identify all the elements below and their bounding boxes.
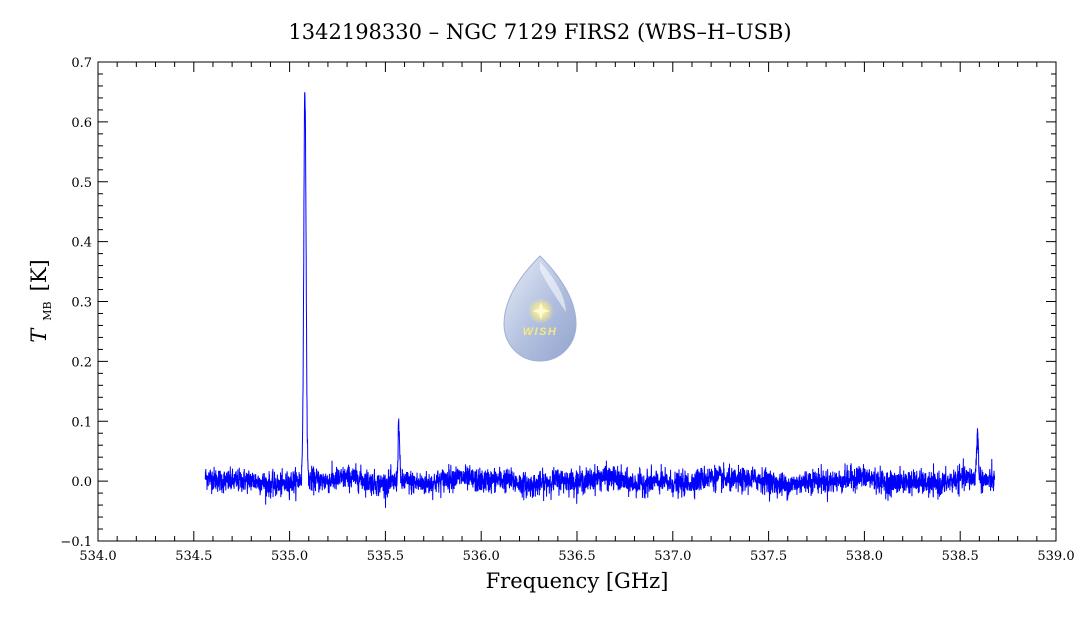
y-tick-label: 0.7: [71, 56, 92, 71]
x-tick-label: 537.5: [750, 549, 787, 564]
x-tick-labels: 534.0 534.5 535.0 535.5 536.0 536.5 537.0 537.5…: [79, 549, 1074, 564]
x-tick-label: 534.0: [79, 549, 116, 564]
axis-ticks: [97, 61, 1057, 542]
x-tick-label: 539.0: [1037, 549, 1074, 564]
y-axis-label: T MB [K]: [27, 259, 55, 342]
wish-logo-text: WISH: [523, 326, 558, 338]
x-tick-label: 535.5: [367, 549, 404, 564]
wish-star-icon: [532, 302, 550, 320]
x-tick-label: 538.0: [846, 549, 883, 564]
series-layer: [204, 92, 996, 508]
x-tick-label: 535.0: [271, 549, 308, 564]
x-tick-label: 537.0: [654, 549, 691, 564]
x-tick-label: 536.5: [558, 549, 595, 564]
y-tick-label: 0.5: [71, 176, 92, 191]
plot-frame: [97, 61, 1057, 542]
y-tick-label: 0.4: [71, 236, 92, 251]
x-tick-label: 534.5: [175, 549, 212, 564]
y-axis-symbol: T: [27, 327, 51, 343]
y-tick-label: 0.6: [71, 116, 92, 131]
svg-text:T MB [K]: T MB [K]: [27, 259, 55, 342]
y-tick-labels: −0.1 0.0 0.1 0.2 0.3 0.4 0.5 0.6 0.7: [60, 56, 92, 550]
chart-title: 1342198330 – NGC 7129 FIRS2 (WBS–H–USB): [288, 20, 791, 44]
y-tick-label: 0.0: [71, 475, 92, 490]
y-tick-label: 0.1: [71, 415, 92, 430]
wish-drop-highlight: [540, 262, 566, 312]
x-axis-label: Frequency [GHz]: [486, 569, 669, 593]
y-tick-label: −0.1: [60, 535, 92, 550]
y-tick-label: 0.3: [71, 296, 92, 311]
spectrum-line: [204, 92, 996, 508]
wish-logo: WISH: [503, 255, 577, 362]
y-axis-subscript: MB: [41, 301, 54, 320]
x-tick-label: 536.0: [463, 549, 500, 564]
y-axis-unit: [K]: [27, 259, 51, 291]
y-tick-label: 0.2: [71, 355, 92, 370]
x-tick-label: 538.5: [942, 549, 979, 564]
